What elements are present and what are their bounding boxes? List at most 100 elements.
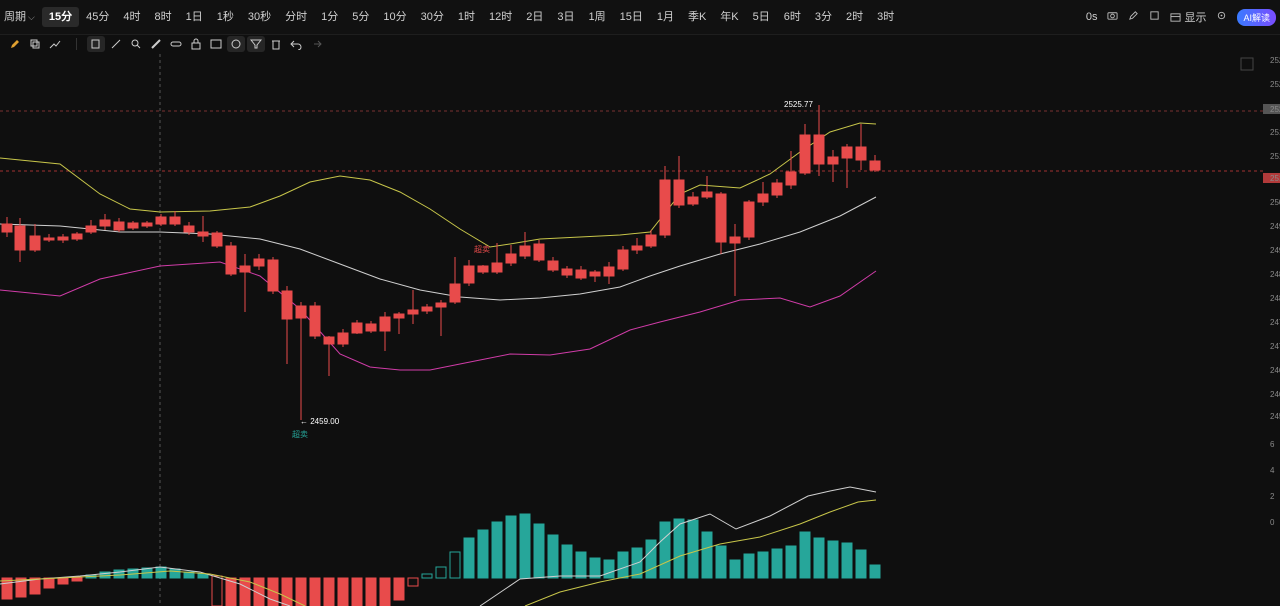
macd-bar [477,529,489,579]
candle-body [827,156,839,165]
candle [407,290,419,324]
timeframe-24[interactable]: 2时 [846,11,864,23]
macd-bar [113,569,125,579]
candle [309,302,321,339]
copy-icon[interactable] [26,36,44,52]
price-axis-text: 252 [1270,105,1280,114]
macd-bar [603,559,615,579]
macd-bar [267,577,279,606]
expand-icon[interactable] [1240,57,1254,71]
ruler-icon[interactable] [107,36,125,52]
edit-icon[interactable] [1128,10,1139,24]
timeframe-bar: 周期 ⌵ 15分 45分 4时 8时 1日 1秒 30秒 分时 1分 5分 10分 30分 1时 12时 2日… [0,0,1280,35]
candle-body [57,236,69,241]
magnet-icon[interactable] [227,36,245,52]
timeframe-12[interactable]: 1时 [457,11,475,23]
timeframe-10[interactable]: 10分 [383,11,407,23]
candle [519,232,531,259]
timeframe-23[interactable]: 3分 [814,11,833,23]
display-button[interactable]: 显示 [1170,9,1206,25]
macd-bar [351,577,363,606]
period-label: 周期 [4,11,26,23]
candle-body [169,216,181,225]
timeframe-22[interactable]: 6时 [783,11,801,23]
timeframe-16[interactable]: 1周 [588,11,606,23]
trend-line-icon[interactable] [46,36,64,52]
candle-body [547,260,559,271]
candle-body [533,243,545,261]
candle [141,221,153,228]
candle-body [645,234,657,247]
timeframe-3[interactable]: 8时 [154,11,172,23]
select-icon[interactable] [87,36,105,52]
macd-bar [799,531,811,579]
price-axis-label: 246 [1270,390,1280,399]
timeframe-18[interactable]: 1月 [656,11,674,23]
candle-body [491,262,503,273]
macd-bar [211,575,223,606]
lock-icon[interactable] [187,36,205,52]
timeframe-5[interactable]: 1秒 [216,11,234,23]
timeframe-17[interactable]: 15日 [619,11,643,23]
timeframe-0[interactable]: 15分 [41,7,80,27]
timeframe-21[interactable]: 5日 [752,11,770,23]
timeframe-13[interactable]: 12时 [488,11,513,23]
candle-body [141,222,153,227]
low-marker-value: 2459.00 [310,417,339,426]
candle [351,320,363,334]
candle-body [869,160,881,171]
candle [421,304,433,314]
pencil-icon[interactable] [6,36,24,52]
price-chart[interactable]: 252 252 252 251 251 251 250 249 249 248 248 247 247 2… [0,54,1280,606]
zoom-icon[interactable] [127,36,145,52]
candle-body [267,259,279,292]
timeframe-6[interactable]: 30秒 [247,11,272,23]
timeframe-14[interactable]: 2日 [526,11,544,23]
timeframe-15[interactable]: 3日 [557,11,575,23]
image-icon[interactable] [207,36,225,52]
macd-bar [1,577,13,600]
brush-icon[interactable] [147,36,165,52]
redo-icon[interactable] [307,36,325,52]
fullscreen-icon[interactable] [1149,10,1160,24]
candle [841,144,853,188]
timeframe-9[interactable]: 5分 [352,11,370,23]
undo-icon[interactable] [287,36,305,52]
candle [239,254,251,312]
candle-body [1,223,13,233]
ai-interpret-button[interactable]: AI解读 [1237,8,1276,26]
candle [631,238,643,254]
candle [491,243,503,274]
trash-icon[interactable] [267,36,285,52]
price-axis-label: 251 [1270,152,1280,161]
candle [533,240,545,262]
candle [505,245,517,266]
candle-body [99,219,111,227]
timeframe-19[interactable]: 季K [687,11,707,23]
macd-bar [491,521,503,579]
filter-icon[interactable] [247,36,265,52]
timeframe-20[interactable]: 年K [720,11,739,23]
macd-bar [43,577,55,589]
timeframe-7[interactable]: 分时 [285,11,308,23]
candle-body [421,306,433,312]
candle [169,211,181,226]
timeframe-2[interactable]: 4时 [123,11,141,23]
candle [211,231,223,248]
timeframe-4[interactable]: 1日 [185,11,203,23]
timeframe-1[interactable]: 45分 [86,11,110,23]
gear-icon[interactable] [1216,10,1227,24]
timeframe-11[interactable]: 30分 [420,11,444,23]
candle-body [841,146,853,159]
link-icon[interactable] [167,36,185,52]
signal-low: 超卖 [292,429,308,439]
period-dropdown[interactable]: 周期 ⌵ [0,7,42,27]
candle-body [309,305,321,337]
macd-bar [729,559,741,579]
timeframe-8[interactable]: 1分 [321,11,339,23]
display-label: 显示 [1184,12,1207,24]
camera-icon[interactable] [1107,10,1119,24]
candle [267,257,279,294]
timeframe-25[interactable]: 3时 [877,11,895,23]
candle [743,200,755,240]
